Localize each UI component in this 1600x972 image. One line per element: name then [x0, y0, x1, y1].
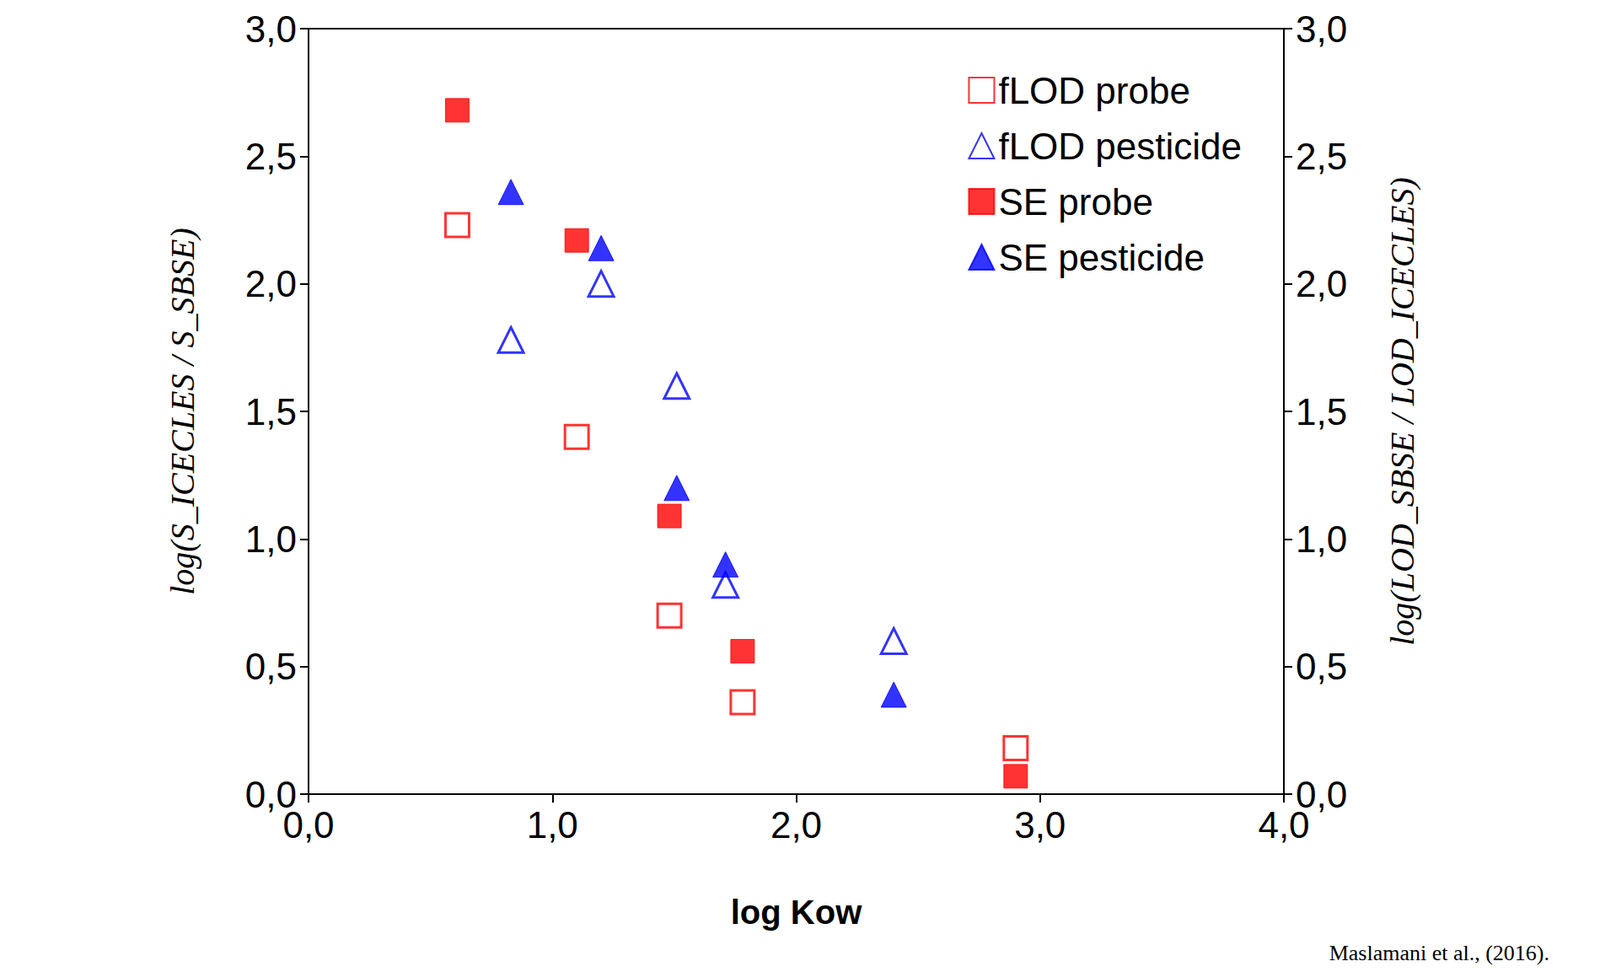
svg-text:1,5: 1,5 — [245, 391, 297, 433]
svg-text:3,0: 3,0 — [245, 8, 297, 50]
svg-text:log Kow: log Kow — [730, 893, 863, 931]
svg-text:2,0: 2,0 — [245, 263, 297, 305]
svg-text:3,0: 3,0 — [1295, 8, 1348, 50]
svg-text:fLOD probe: fLOD probe — [998, 69, 1190, 112]
svg-text:0,5: 0,5 — [245, 645, 297, 688]
svg-text:SE probe: SE probe — [998, 181, 1153, 223]
svg-text:1,0: 1,0 — [526, 804, 579, 846]
svg-text:2,5: 2,5 — [1295, 135, 1348, 178]
svg-text:log(LOD_SBSE / LOD_ICECLES): log(LOD_SBSE / LOD_ICECLES) — [1383, 177, 1422, 646]
svg-text:0,0: 0,0 — [245, 773, 297, 815]
svg-text:2,0: 2,0 — [770, 804, 822, 846]
svg-text:SE pesticide: SE pesticide — [998, 236, 1205, 279]
svg-text:Maslamani et al., (2016).: Maslamani et al., (2016). — [1329, 940, 1550, 966]
svg-text:1,0: 1,0 — [245, 518, 297, 560]
svg-text:4,0: 4,0 — [1257, 804, 1310, 846]
svg-text:0,0: 0,0 — [282, 804, 334, 846]
svg-text:2,5: 2,5 — [245, 135, 297, 178]
svg-text:log(S_ICECLES / S_SBSE): log(S_ICECLES / S_SBSE) — [163, 227, 202, 596]
svg-text:2,0: 2,0 — [1295, 263, 1348, 305]
svg-text:0,5: 0,5 — [1295, 645, 1348, 688]
svg-text:1,5: 1,5 — [1295, 391, 1348, 433]
svg-text:0,0: 0,0 — [1295, 773, 1348, 815]
svg-text:3,0: 3,0 — [1014, 804, 1066, 846]
svg-text:1,0: 1,0 — [1295, 518, 1348, 560]
svg-text:fLOD pesticide: fLOD pesticide — [998, 125, 1242, 167]
